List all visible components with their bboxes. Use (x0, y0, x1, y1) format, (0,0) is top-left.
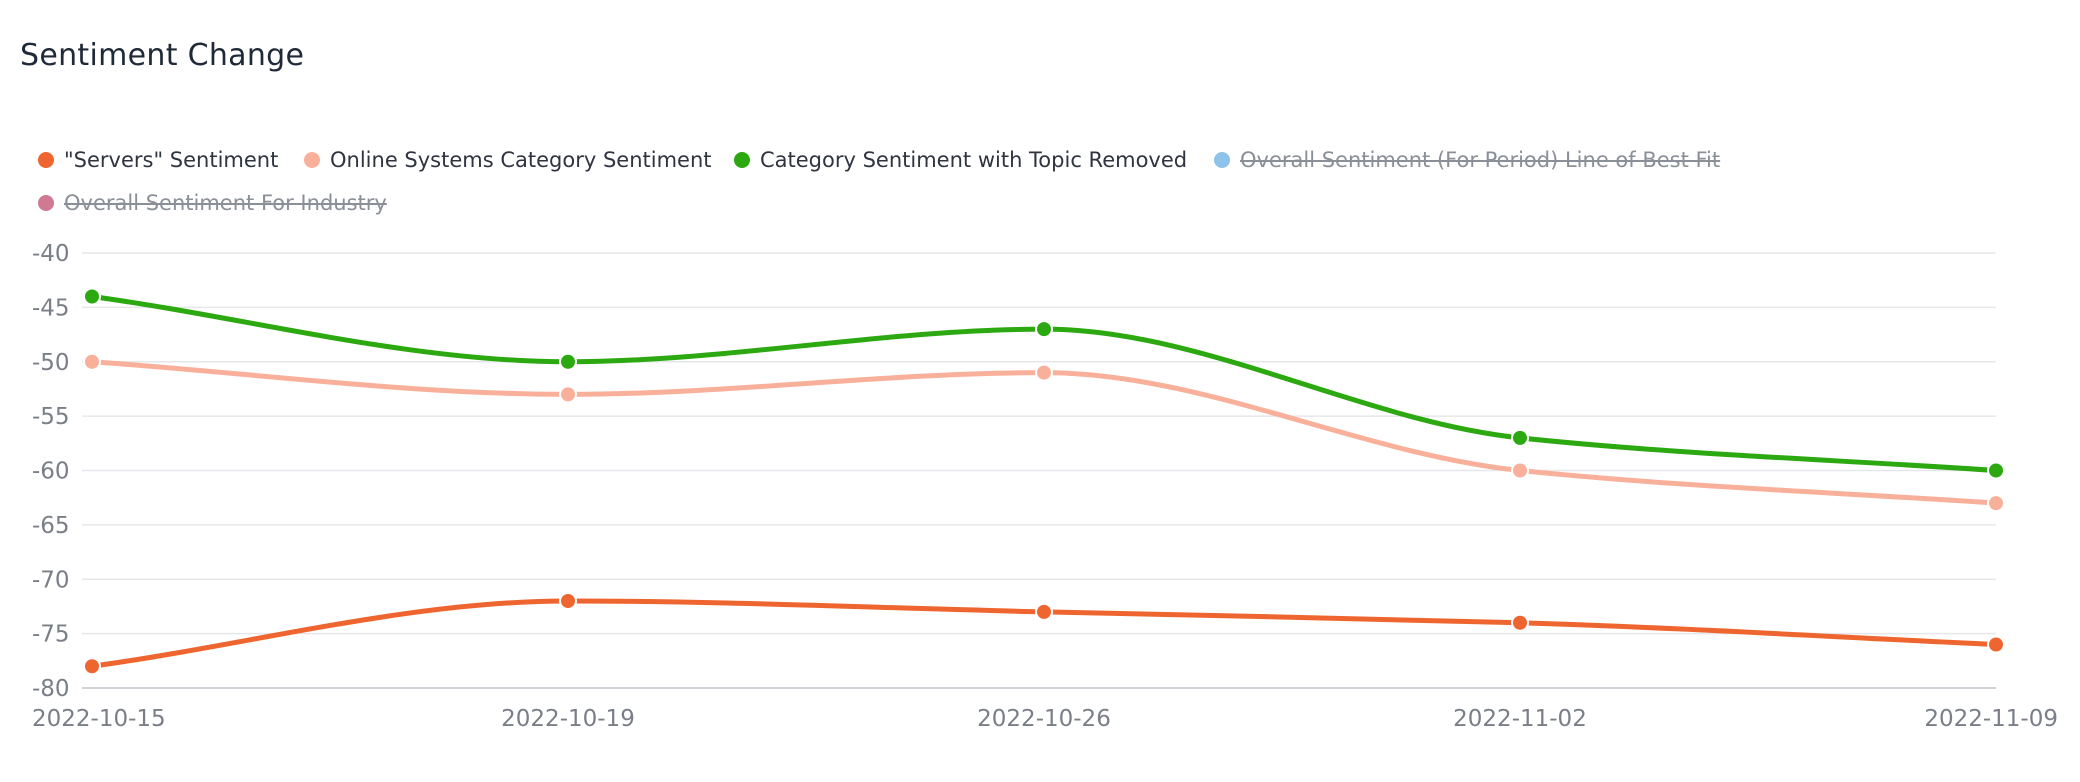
legend-item-category-sentiment-topic-removed[interactable]: Category Sentiment with Topic Removed (734, 148, 1187, 172)
legend-label-online-systems-category-sentiment: Online Systems Category Sentiment (330, 148, 712, 172)
y-tick-label: -75 (32, 622, 70, 648)
data-point[interactable] (1511, 428, 1529, 447)
data-point[interactable] (83, 352, 101, 371)
y-tick-label: -55 (32, 404, 70, 430)
legend-label-overall-sentiment-best-fit: Overall Sentiment (For Period) Line of B… (1240, 148, 1721, 172)
y-tick-label: -80 (32, 676, 70, 702)
y-tick-label: -45 (32, 295, 70, 321)
x-tick-label: 2022-10-19 (501, 706, 635, 732)
series-lines (83, 287, 2005, 676)
y-tick-label: -70 (32, 567, 70, 593)
legend-label-servers-sentiment: "Servers" Sentiment (64, 148, 279, 172)
data-point[interactable] (1987, 635, 2005, 654)
legend-label-category-sentiment-topic-removed: Category Sentiment with Topic Removed (760, 148, 1188, 172)
data-point[interactable] (83, 657, 101, 676)
data-point[interactable] (559, 385, 577, 404)
legend-marker-overall-sentiment-best-fit (1214, 152, 1230, 168)
y-tick-label: -65 (32, 513, 70, 539)
x-axis: 2022-10-15 2022-10-19 2022-10-26 2022-11-02… (32, 706, 2058, 732)
data-point[interactable] (1511, 613, 1529, 632)
legend-item-online-systems-category-sentiment[interactable]: Online Systems Category Sentiment (304, 148, 712, 172)
x-tick-label: 2022-10-15 (32, 706, 166, 732)
y-axis: -40 -45 -50 -55 -60 -65 -70 -75 -80 (32, 241, 70, 702)
series-line-1 (89, 359, 1999, 506)
y-tick-label: -50 (32, 350, 70, 376)
legend-marker-overall-sentiment-industry (38, 195, 54, 211)
data-point[interactable] (559, 592, 577, 610)
data-point[interactable] (1511, 461, 1529, 480)
legend-item-overall-sentiment-best-fit[interactable]: Overall Sentiment (For Period) Line of B… (1214, 148, 1720, 172)
legend-marker-servers-sentiment (38, 152, 54, 168)
legend-marker-category-sentiment-topic-removed (734, 152, 750, 168)
legend-item-servers-sentiment[interactable]: "Servers" Sentiment (38, 148, 278, 172)
data-point[interactable] (1987, 461, 2005, 480)
x-tick-label: 2022-10-26 (977, 706, 1111, 732)
data-point[interactable] (1035, 320, 1053, 339)
legend-label-overall-sentiment-industry: Overall Sentiment For Industry (64, 191, 387, 215)
x-tick-label: 2022-11-02 (1453, 706, 1587, 732)
chart-title: Sentiment Change (20, 38, 305, 73)
x-tick-label: 2022-11-09 (1924, 706, 2058, 732)
data-point[interactable] (1035, 363, 1053, 382)
data-point[interactable] (1035, 602, 1053, 621)
data-point[interactable] (83, 287, 101, 306)
legend-item-overall-sentiment-industry[interactable]: Overall Sentiment For Industry (38, 191, 387, 215)
legend-marker-online-systems-category-sentiment (304, 152, 320, 168)
y-tick-label: -40 (32, 241, 70, 267)
y-tick-label: -60 (32, 459, 70, 485)
grid-lines (82, 252, 1996, 689)
data-point[interactable] (559, 352, 577, 371)
data-point[interactable] (1987, 494, 2005, 513)
